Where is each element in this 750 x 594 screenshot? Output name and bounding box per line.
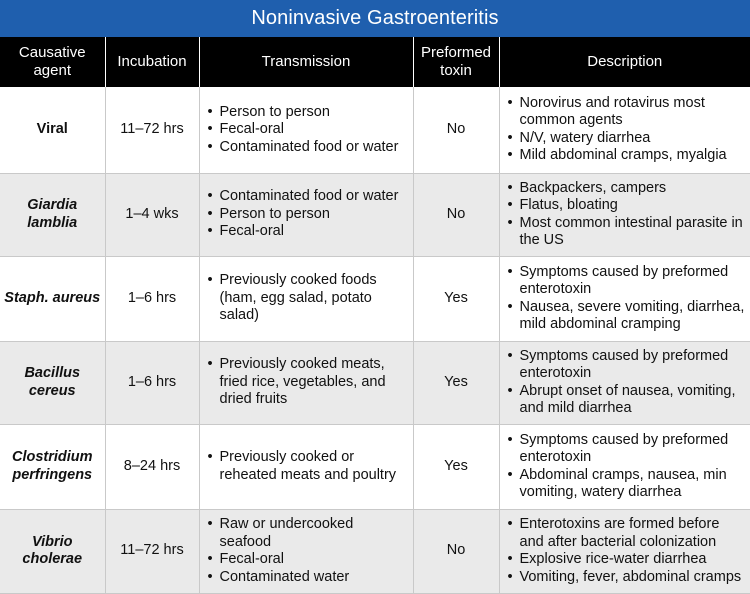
description-item: Norovirus and rotavirus most common agen… [508, 95, 747, 130]
transmission-item: Fecal-oral [208, 121, 409, 139]
description-item: Symptoms caused by preformed enterotoxin [508, 264, 747, 299]
description-item: Abdominal cramps, nausea, min vomiting, … [508, 467, 747, 502]
causative-agent-cell: Viral [0, 87, 106, 174]
transmission-item: Person to person [208, 206, 409, 224]
header-incubation: Incubation [105, 37, 200, 87]
causative-agent-cell: Staph. aureus [0, 256, 106, 342]
header-preformed-toxin: Preformed toxin [413, 37, 500, 87]
preformed-toxin-cell: Yes [413, 341, 500, 425]
transmission-list: Raw or undercooked seafoodFecal-oralCont… [204, 516, 409, 586]
transmission-item: Fecal-oral [208, 551, 409, 569]
transmission-item: Contaminated water [208, 569, 409, 587]
transmission-item: Fecal-oral [208, 223, 409, 241]
description-item: Vomiting, fever, abdominal cramps [508, 569, 747, 587]
description-item: Symptoms caused by preformed enterotoxin [508, 432, 747, 467]
header-transmission: Transmission [199, 37, 414, 87]
causative-agent-cell: Giardia lamblia [0, 173, 106, 257]
description-cell: Backpackers, campersFlatus, bloatingMost… [499, 173, 750, 257]
incubation-cell: 1–6 hrs [105, 256, 200, 342]
description-list: Symptoms caused by preformed enterotoxin… [504, 432, 747, 502]
description-item: N/V, watery diarrhea [508, 130, 747, 148]
incubation-cell: 11–72 hrs [105, 509, 200, 594]
gastroenteritis-table: Causative agent Incubation Transmission … [0, 37, 750, 594]
transmission-item: Raw or undercooked seafood [208, 516, 409, 551]
transmission-cell: Raw or undercooked seafoodFecal-oralCont… [199, 509, 414, 594]
description-cell: Symptoms caused by preformed enterotoxin… [499, 256, 750, 342]
header-row: Causative agent Incubation Transmission … [0, 37, 750, 87]
transmission-cell: Contaminated food or waterPerson to pers… [199, 173, 414, 257]
incubation-cell: 1–6 hrs [105, 341, 200, 425]
causative-agent-cell: Vibrio cholerae [0, 509, 106, 594]
description-item: Abrupt onset of nausea, vomiting, and mi… [508, 383, 747, 418]
transmission-cell: Previously cooked or reheated meats and … [199, 424, 414, 510]
description-list: Symptoms caused by preformed enterotoxin… [504, 348, 747, 418]
causative-agent-cell: Bacillus cereus [0, 341, 106, 425]
incubation-cell: 1–4 wks [105, 173, 200, 257]
transmission-list: Contaminated food or waterPerson to pers… [204, 188, 409, 241]
description-item: Backpackers, campers [508, 180, 747, 198]
transmission-item: Contaminated food or water [208, 139, 409, 157]
transmission-cell: Previously cooked foods (ham, egg salad,… [199, 256, 414, 342]
incubation-cell: 8–24 hrs [105, 424, 200, 510]
description-item: Symptoms caused by preformed enterotoxin [508, 348, 747, 383]
transmission-cell: Previously cooked meats, fried rice, veg… [199, 341, 414, 425]
description-item: Flatus, bloating [508, 197, 747, 215]
transmission-item: Previously cooked or reheated meats and … [208, 449, 409, 484]
description-cell: Symptoms caused by preformed enterotoxin… [499, 341, 750, 425]
header-description: Description [499, 37, 750, 87]
description-item: Mild abdominal cramps, myalgia [508, 147, 747, 165]
description-cell: Norovirus and rotavirus most common agen… [499, 87, 750, 174]
incubation-cell: 11–72 hrs [105, 87, 200, 174]
transmission-item: Previously cooked meats, fried rice, veg… [208, 356, 409, 409]
transmission-item: Contaminated food or water [208, 188, 409, 206]
transmission-list: Previously cooked foods (ham, egg salad,… [204, 272, 409, 325]
preformed-toxin-cell: No [413, 87, 500, 174]
description-item: Enterotoxins are formed before and after… [508, 516, 747, 551]
description-list: Enterotoxins are formed before and after… [504, 516, 747, 586]
description-item: Nausea, severe vomiting, diarrhea, mild … [508, 299, 747, 334]
transmission-cell: Person to personFecal-oralContaminated f… [199, 87, 414, 174]
description-item: Most common intestinal parasite in the U… [508, 215, 747, 250]
transmission-item: Previously cooked foods (ham, egg salad,… [208, 272, 409, 325]
description-list: Norovirus and rotavirus most common agen… [504, 95, 747, 165]
preformed-toxin-cell: No [413, 173, 500, 257]
transmission-list: Previously cooked meats, fried rice, veg… [204, 356, 409, 409]
preformed-toxin-cell: Yes [413, 256, 500, 342]
preformed-toxin-cell: Yes [413, 424, 500, 510]
description-cell: Enterotoxins are formed before and after… [499, 509, 750, 594]
description-item: Explosive rice-water diarrhea [508, 551, 747, 569]
description-cell: Symptoms caused by preformed enterotoxin… [499, 424, 750, 510]
description-list: Symptoms caused by preformed enterotoxin… [504, 264, 747, 334]
preformed-toxin-cell: No [413, 509, 500, 594]
transmission-item: Person to person [208, 104, 409, 122]
transmission-list: Previously cooked or reheated meats and … [204, 449, 409, 484]
causative-agent-cell: Clostridium perfringens [0, 424, 106, 510]
header-causative-agent: Causative agent [0, 37, 106, 87]
table-title: Noninvasive Gastroenteritis [0, 0, 750, 37]
description-list: Backpackers, campersFlatus, bloatingMost… [504, 180, 747, 250]
transmission-list: Person to personFecal-oralContaminated f… [204, 104, 409, 157]
